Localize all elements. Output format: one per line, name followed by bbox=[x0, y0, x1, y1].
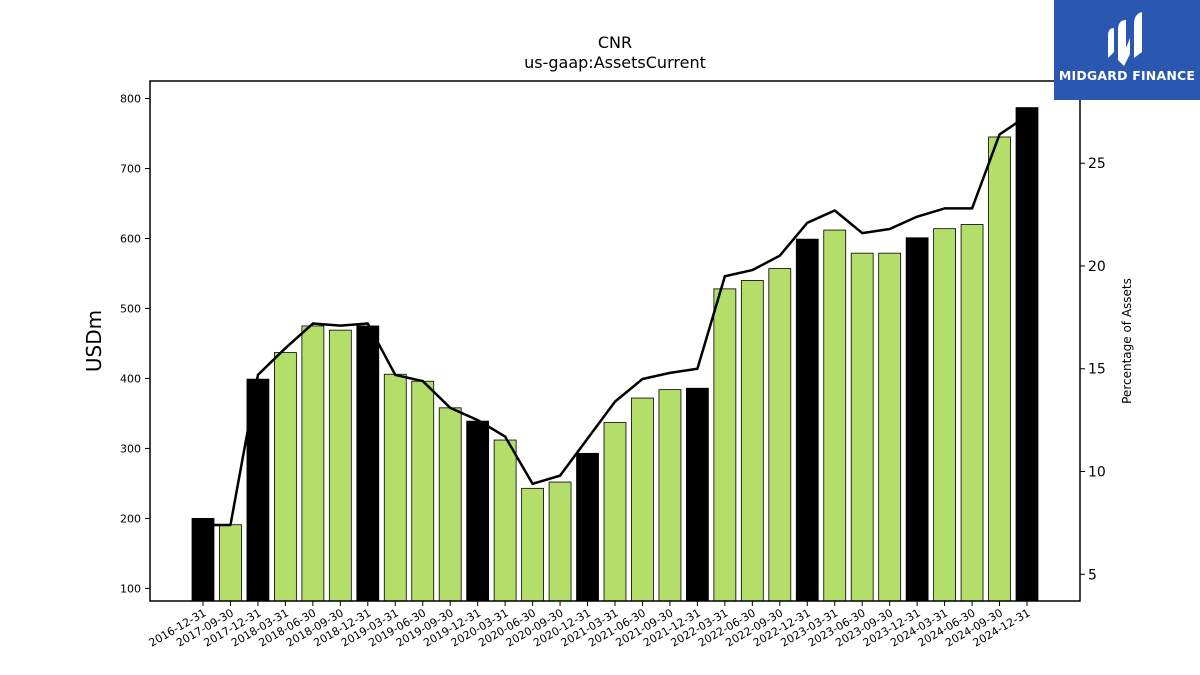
bar-2023-03-31 bbox=[823, 229, 847, 602]
bar-2022-06-30 bbox=[740, 280, 764, 602]
bar-2020-06-30 bbox=[521, 487, 544, 602]
bar-2022-09-30 bbox=[768, 268, 792, 602]
y-tick-label: 600 bbox=[120, 232, 141, 245]
bar-2024-06-30 bbox=[960, 224, 984, 602]
bar-2021-12-31 bbox=[686, 387, 709, 602]
brand-logo: MIDGARD FINANCE bbox=[1054, 0, 1200, 100]
y2-tick-label: 15 bbox=[1088, 362, 1106, 378]
y-axis-label: USDm bbox=[82, 310, 106, 372]
y-tick-label: 800 bbox=[120, 92, 141, 105]
bar-2019-06-30 bbox=[411, 380, 435, 602]
pct-assets-line bbox=[203, 114, 1028, 527]
bar-2018-12-31 bbox=[356, 325, 380, 602]
bar-2019-03-31 bbox=[383, 373, 407, 602]
y-tick-label: 400 bbox=[120, 372, 141, 385]
bar-2018-03-31 bbox=[274, 352, 297, 602]
bar-2020-03-31 bbox=[493, 439, 517, 602]
bar-2021-03-31 bbox=[603, 422, 627, 602]
bar-2019-09-30 bbox=[438, 407, 462, 602]
y2-tick-label: 10 bbox=[1088, 465, 1106, 481]
bar-2024-09-30 bbox=[988, 136, 1011, 602]
bar-2018-09-30 bbox=[328, 329, 352, 602]
bar-2022-12-31 bbox=[795, 238, 819, 602]
bar-2023-06-30 bbox=[850, 252, 874, 602]
bar-2022-03-31 bbox=[713, 288, 737, 602]
y-axis: 100 200 300 400 500 600 700 800 bbox=[120, 92, 150, 595]
line-group bbox=[203, 114, 1028, 527]
bar-2020-09-30 bbox=[548, 481, 572, 602]
logo-mark-icon bbox=[1108, 12, 1142, 66]
y-tick-label: 100 bbox=[120, 582, 141, 595]
y-tick-label: 500 bbox=[120, 302, 141, 315]
y-tick-label: 200 bbox=[120, 512, 141, 525]
bar-2017-09-30 bbox=[219, 524, 242, 602]
bar-2021-06-30 bbox=[631, 397, 654, 602]
bar-2018-06-30 bbox=[301, 325, 325, 602]
bar-2024-03-31 bbox=[933, 228, 956, 602]
y2-tick-label: 20 bbox=[1088, 259, 1106, 275]
y2-tick-label: 25 bbox=[1088, 156, 1106, 172]
bar-2019-12-31 bbox=[466, 420, 490, 602]
chart-subtitle: us-gaap:AssetsCurrent bbox=[524, 53, 706, 72]
logo-text: MIDGARD FINANCE bbox=[1058, 68, 1196, 83]
bar-2021-09-30 bbox=[658, 389, 682, 602]
bar-2016-12-31 bbox=[191, 518, 215, 602]
y2-axis-label: Percentage of Assets bbox=[1120, 278, 1134, 404]
bar-2020-12-31 bbox=[576, 452, 599, 602]
y2-tick-label: 5 bbox=[1088, 567, 1097, 583]
y-tick-label: 700 bbox=[120, 162, 141, 175]
y2-axis: 5 10 15 20 25 bbox=[1080, 156, 1106, 583]
y-tick-label: 300 bbox=[120, 442, 141, 455]
bar-2023-12-31 bbox=[905, 237, 929, 602]
x-axis: 2016-12-312017-09-302017-12-312018-03-31… bbox=[147, 601, 1033, 650]
bar-2024-12-31 bbox=[1015, 107, 1039, 602]
bar-2023-09-30 bbox=[878, 252, 902, 602]
bars-group bbox=[191, 107, 1039, 602]
chart-title: CNR bbox=[598, 33, 632, 52]
